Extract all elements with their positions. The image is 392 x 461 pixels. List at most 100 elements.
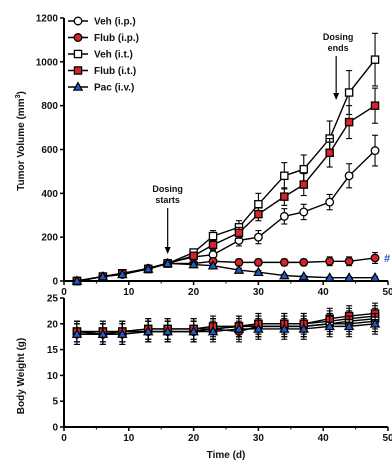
- data-point-flub-i-p: [325, 256, 335, 266]
- data-point-pac-i-v: [279, 323, 290, 333]
- body-weight-x-tick-label: 40: [318, 433, 330, 444]
- legend-label: Veh (i.t.): [94, 50, 133, 61]
- legend-label: Veh (i.p.): [94, 17, 136, 28]
- body-weight-x-tick-label: 50: [382, 433, 392, 444]
- body-weight-y-tick-label: 0: [52, 423, 58, 434]
- dosing-ends-label: ends: [328, 43, 349, 53]
- series-line-flub-i-t: [76, 312, 376, 333]
- data-point-veh-i-p: [279, 211, 289, 221]
- tumor-volume-y-tick-label: 1200: [36, 14, 59, 25]
- body-weight-x-tick-label: 20: [188, 433, 200, 444]
- data-point-veh-i-p: [299, 207, 309, 217]
- body-weight-series: [71, 302, 381, 345]
- tumor-volume-y-tick-label: 400: [41, 189, 58, 200]
- data-point-pac-i-v: [71, 328, 83, 338]
- tumor-volume-x-tick-label: 40: [318, 287, 330, 298]
- body-weight-chart: 0 10 20 30 40 50 0 5 10 15 20 25 Body Weight (g) Ti…: [16, 294, 392, 461]
- data-point-pac-i-v: [233, 264, 245, 274]
- body-weight-y-axis-title: Body Weight (g): [16, 338, 27, 414]
- data-point-pac-i-v: [71, 275, 83, 285]
- dosing-ends-arrow: [333, 93, 340, 100]
- legend-marker: [73, 66, 83, 75]
- data-point-veh-i-t: [344, 88, 354, 97]
- body-weight-x-tick-label: 30: [253, 433, 265, 444]
- legend-marker: [73, 49, 83, 59]
- data-point-pac-i-v: [233, 323, 245, 333]
- legend-label: Pac (i.v.): [94, 83, 134, 94]
- tumor-volume-y-tick-label: 0: [52, 277, 58, 288]
- tumor-volume-y-tick-label: 1000: [36, 57, 59, 68]
- data-point-pac-i-v: [188, 258, 199, 269]
- tumor-volume-x-tick-label: 50: [382, 287, 392, 298]
- data-point-pac-i-v: [97, 270, 109, 281]
- data-point-flub-i-p: [370, 253, 380, 263]
- tumor-volume-y-tick-label: 200: [41, 233, 58, 244]
- data-point-pac-i-v: [253, 266, 264, 277]
- data-point-pac-i-v: [298, 270, 309, 281]
- legend-label: Flub (i.p.): [94, 33, 139, 44]
- significance-hash: #: [384, 253, 390, 265]
- series-line-pac-i-v: [76, 262, 376, 282]
- data-point-pac-i-v: [117, 268, 128, 279]
- data-point-pac-i-v: [143, 263, 154, 273]
- data-point-flub-i-p: [279, 257, 289, 267]
- data-point-pac-i-v: [188, 325, 199, 336]
- series-line-flub-i-t: [76, 105, 376, 282]
- data-point-pac-i-v: [253, 323, 264, 333]
- legend-label: Flub (i.t.): [94, 66, 136, 77]
- series-line-pac-i-v: [76, 323, 376, 335]
- y-axis-title-superscript: 3: [15, 94, 22, 98]
- data-point-flub-i-t: [189, 251, 198, 261]
- y-axis-title-tail: ): [16, 91, 27, 94]
- body-weight-y-tick-label: 20: [47, 319, 59, 330]
- legend-marker: [73, 33, 83, 42]
- data-point-pac-i-v: [369, 272, 381, 282]
- data-point-pac-i-v: [207, 325, 219, 336]
- tumor-volume-x-tick-label: 20: [188, 287, 200, 298]
- data-point-pac-i-v: [117, 328, 128, 338]
- tumor-volume-y-axis-title: Tumor Volume (mm3): [15, 91, 27, 191]
- legend-marker: [73, 16, 83, 26]
- data-point-flub-i-t: [299, 180, 309, 189]
- tumor-volume-y-tick-label: 600: [41, 145, 58, 156]
- data-point-pac-i-v: [162, 257, 173, 268]
- data-point-flub-i-p: [299, 257, 309, 267]
- data-point-pac-i-v: [343, 320, 355, 331]
- data-point-flub-i-t: [325, 148, 334, 158]
- data-point-flub-i-t: [254, 209, 263, 219]
- data-point-flub-i-p: [253, 257, 263, 267]
- data-point-veh-i-p: [370, 146, 380, 156]
- data-point-veh-i-t: [208, 231, 218, 241]
- data-point-veh-i-t: [299, 164, 309, 174]
- body-weight-x-tick-label: 10: [123, 433, 135, 444]
- data-point-pac-i-v: [97, 328, 109, 338]
- dosing-starts-label: Dosing: [152, 184, 183, 194]
- data-point-pac-i-v: [298, 323, 309, 333]
- body-weight-y-tick-label: 5: [52, 397, 58, 408]
- data-point-pac-i-v: [343, 272, 355, 282]
- data-point-pac-i-v: [324, 272, 335, 282]
- data-point-pac-i-v: [279, 269, 290, 280]
- tumor-volume-x-tick-label: 30: [253, 287, 265, 298]
- data-point-pac-i-v: [324, 320, 335, 331]
- data-point-pac-i-v: [369, 318, 381, 328]
- dosing-starts-label: starts: [155, 195, 180, 205]
- body-weight-y-tick-label: 25: [47, 294, 59, 305]
- legend-marker: [72, 81, 84, 91]
- dosing-ends-label: Dosing: [323, 32, 354, 42]
- tumor-volume-axes: 0 10 20 30 40 50 0 200 400 600 800 1000 1200: [36, 14, 392, 299]
- data-point-pac-i-v: [162, 325, 173, 336]
- data-point-veh-i-t: [280, 171, 289, 181]
- data-point-flub-i-t: [280, 192, 289, 201]
- data-point-veh-i-t: [254, 200, 263, 209]
- data-point-flub-i-t: [344, 117, 354, 127]
- data-point-veh-i-p: [344, 171, 354, 181]
- data-point-veh-i-p: [253, 232, 263, 242]
- data-point-pac-i-v: [207, 260, 219, 270]
- data-point-veh-i-p: [325, 197, 335, 207]
- data-point-flub-i-t: [370, 101, 380, 110]
- body-weight-y-tick-label: 10: [47, 371, 59, 382]
- tumor-volume-x-tick-label: 0: [61, 287, 67, 298]
